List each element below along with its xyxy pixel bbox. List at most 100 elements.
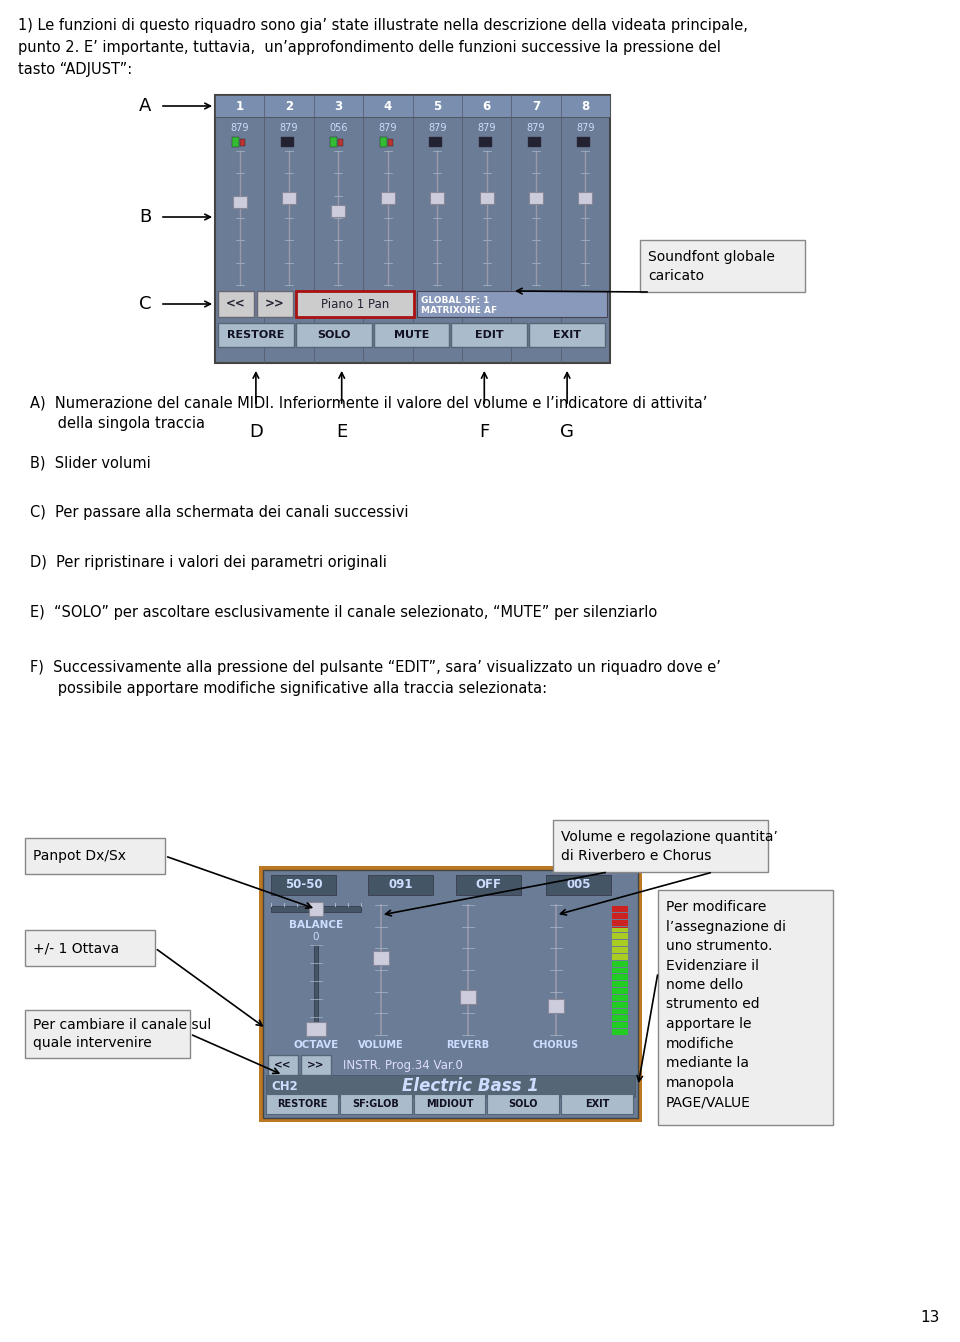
Bar (546, 875, 611, 895)
Bar (296, 291, 414, 317)
Text: 5: 5 (433, 99, 442, 113)
Bar (417, 291, 607, 317)
Text: EXIT: EXIT (553, 330, 581, 340)
Text: MATRIXONE AF: MATRIXONE AF (421, 306, 497, 315)
Bar (231, 137, 239, 148)
Bar (381, 192, 395, 204)
Bar (529, 323, 605, 348)
Text: 2: 2 (285, 99, 293, 113)
Bar (456, 875, 521, 895)
Text: G: G (561, 423, 574, 442)
Text: F: F (479, 423, 490, 442)
Bar (658, 890, 833, 1125)
Text: GLOBAL SF: 1: GLOBAL SF: 1 (421, 297, 490, 305)
Bar (480, 192, 493, 204)
Bar (25, 1011, 190, 1057)
Bar (479, 137, 492, 148)
Text: Panpot Dx/Sx: Panpot Dx/Sx (33, 849, 126, 863)
Text: 4: 4 (384, 99, 392, 113)
Bar (553, 820, 768, 872)
Bar (271, 875, 336, 895)
Bar (282, 192, 296, 204)
Text: 879: 879 (378, 123, 397, 133)
Bar (612, 905, 628, 929)
Bar (281, 137, 294, 148)
Bar (218, 291, 254, 317)
Text: Electric Bass 1: Electric Bass 1 (402, 1078, 539, 1095)
Text: D: D (249, 423, 263, 442)
Text: <<: << (275, 1060, 292, 1070)
Text: 1) Le funzioni di questo riquadro sono gia’ state illustrate nella descrizione d: 1) Le funzioni di questo riquadro sono g… (18, 17, 748, 78)
Text: VOLUME: VOLUME (358, 1040, 404, 1049)
Text: 879: 879 (279, 123, 299, 133)
Text: E: E (336, 423, 348, 442)
Bar (380, 137, 387, 148)
Bar (218, 323, 294, 348)
Bar (330, 137, 337, 148)
Text: OFF: OFF (475, 879, 501, 891)
Bar (640, 240, 805, 293)
Text: D)  Per ripristinare i valori dei parametri originali: D) Per ripristinare i valori dei paramet… (30, 556, 387, 570)
Text: Piano 1 Pan: Piano 1 Pan (321, 298, 389, 310)
Text: 1: 1 (235, 99, 244, 113)
Bar (215, 95, 610, 117)
Text: Per modificare
l’assegnazione di
uno strumento.
Evidenziare il
nome dello
strume: Per modificare l’assegnazione di uno str… (666, 900, 786, 1108)
Bar (414, 1094, 486, 1114)
Text: <<: << (227, 298, 246, 310)
Text: OCTAVE: OCTAVE (294, 1040, 339, 1049)
Text: Per cambiare il canale sul
quale intervenire: Per cambiare il canale sul quale interve… (33, 1017, 211, 1051)
Bar (340, 1094, 412, 1114)
Text: BALANCE: BALANCE (289, 921, 343, 930)
Bar (268, 1055, 298, 1075)
Text: >>: >> (307, 1060, 324, 1070)
Text: 091: 091 (388, 879, 413, 891)
Bar (488, 1094, 559, 1114)
Bar (388, 140, 393, 146)
Bar (215, 95, 610, 362)
Bar (612, 961, 628, 1035)
Text: C)  Per passare alla schermata dei canali successivi: C) Per passare alla schermata dei canali… (30, 505, 409, 519)
Bar (430, 192, 444, 204)
Bar (368, 875, 433, 895)
Bar (296, 323, 372, 348)
Text: Soundfont globale
caricato: Soundfont globale caricato (648, 250, 775, 283)
Bar (266, 1075, 635, 1096)
Bar (331, 205, 346, 217)
Bar (240, 140, 245, 146)
Bar (301, 1055, 331, 1075)
Text: 50-50: 50-50 (285, 879, 323, 891)
Text: C: C (139, 295, 152, 313)
Text: B: B (139, 208, 151, 225)
Text: A: A (139, 97, 151, 115)
Text: SF:GLOB: SF:GLOB (352, 1099, 399, 1108)
Text: EDIT: EDIT (475, 330, 504, 340)
Text: 056: 056 (329, 123, 348, 133)
Text: MUTE: MUTE (394, 330, 429, 340)
Text: CHORUS: CHORUS (533, 1040, 579, 1049)
Bar (528, 137, 540, 148)
Text: 005: 005 (566, 879, 590, 891)
Bar (232, 196, 247, 208)
Bar (306, 1021, 326, 1036)
Text: EXIT: EXIT (585, 1099, 610, 1108)
Bar (266, 1094, 338, 1114)
Bar (309, 902, 323, 917)
Text: 879: 879 (576, 123, 594, 133)
Text: 3: 3 (334, 99, 343, 113)
Text: RESTORE: RESTORE (276, 1099, 327, 1108)
Text: 6: 6 (483, 99, 491, 113)
Bar (25, 837, 165, 874)
Bar (257, 291, 293, 317)
Text: 0: 0 (313, 931, 320, 942)
Bar (25, 930, 155, 966)
Text: CH2: CH2 (271, 1079, 298, 1092)
Bar (429, 137, 443, 148)
Text: A)  Numerazione del canale MIDI. Inferiormente il valore del volume e l’indicato: A) Numerazione del canale MIDI. Inferior… (30, 395, 708, 431)
Text: Volume e regolazione quantita’
di Riverbero e Chorus: Volume e regolazione quantita’ di Riverb… (561, 829, 778, 863)
Text: E)  “SOLO” per ascoltare esclusivamente il canale selezionato, “MUTE” per silenz: E) “SOLO” per ascoltare esclusivamente i… (30, 605, 658, 620)
Text: SOLO: SOLO (317, 330, 350, 340)
Bar (548, 998, 564, 1013)
Bar (263, 870, 638, 1118)
Bar (339, 140, 344, 146)
Text: MIDIOUT: MIDIOUT (425, 1099, 473, 1108)
